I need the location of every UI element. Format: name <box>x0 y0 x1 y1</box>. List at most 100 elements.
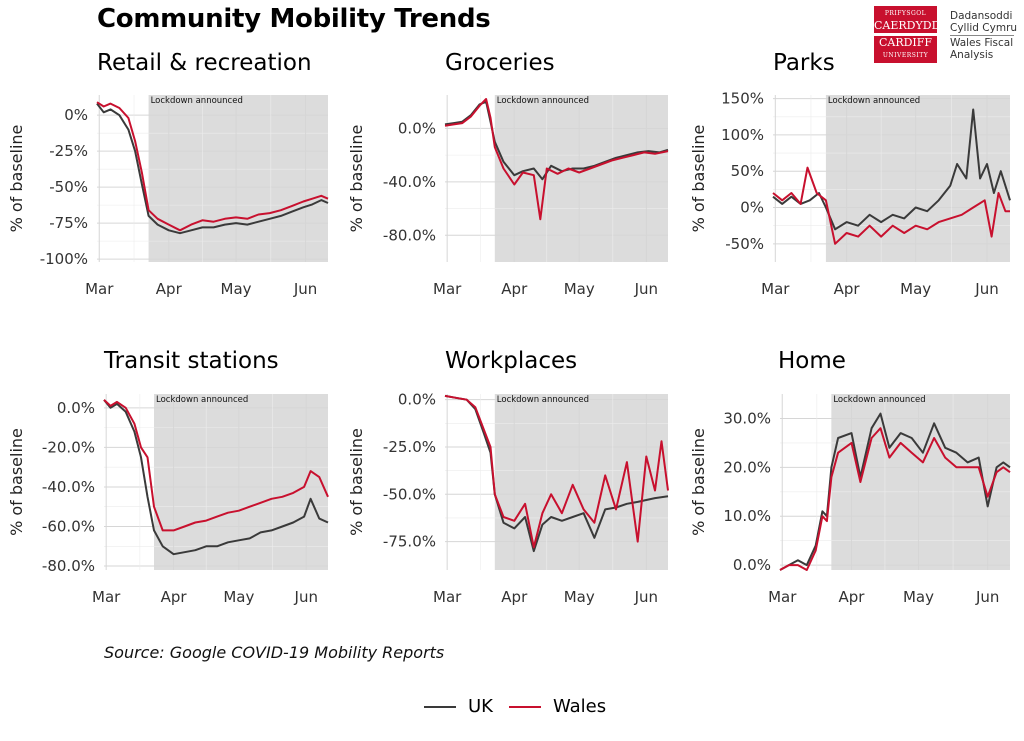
y-tick-label: -50.0% <box>383 485 436 503</box>
x-tick-label: Apr <box>156 280 183 298</box>
panel-title: Parks <box>773 50 835 76</box>
y-tick-label: -50% <box>49 178 88 196</box>
y-tick-label: 50% <box>731 162 764 180</box>
y-tick-label: -80.0% <box>383 226 436 244</box>
logo-wordmark: Dadansoddi Cyllid Cymru Wales Fiscal Ana… <box>950 10 1017 61</box>
lockdown-annotation: Lockdown announced <box>156 395 248 405</box>
lockdown-annotation: Lockdown announced <box>151 96 243 106</box>
y-tick-label: 20.0% <box>723 458 771 476</box>
source-note: Source: Google COVID-19 Mobility Reports <box>104 643 445 662</box>
chart-title: Community Mobility Trends <box>97 4 491 34</box>
x-tick-label: Mar <box>433 588 462 606</box>
y-tick-label: -40.0% <box>383 173 436 191</box>
legend-label: Wales <box>552 696 607 717</box>
y-tick-label: 0.0% <box>398 119 436 137</box>
series-line-wales <box>444 98 669 221</box>
x-tick-label: Jun <box>975 588 999 606</box>
y-tick-label: 150% <box>721 90 764 108</box>
logo-line: Wales Fiscal <box>950 37 1014 49</box>
logo-text-big: CARDIFF <box>878 36 933 49</box>
series-line-wales <box>96 101 329 232</box>
x-tick-label: Apr <box>501 588 528 606</box>
x-tick-label: Jun <box>974 280 998 298</box>
y-tick-label: -40.0% <box>42 478 95 496</box>
legend-label: UK <box>468 696 493 717</box>
y-tick-label: -25% <box>49 142 88 160</box>
logo-text-big: CAERDYDD <box>874 19 941 32</box>
x-tick-label: May <box>564 280 595 298</box>
x-tick-label: Jun <box>634 280 658 298</box>
y-tick-label: 100% <box>721 126 764 144</box>
y-tick-label: -20.0% <box>42 438 95 456</box>
y-tick-label: 0.0% <box>733 556 771 574</box>
legend-item-uk: UK <box>424 696 493 717</box>
y-tick-label: -60.0% <box>42 517 95 535</box>
y-tick-label: 0% <box>64 106 88 124</box>
lockdown-annotation: Lockdown announced <box>497 96 589 106</box>
series-line-wales <box>772 166 1010 245</box>
lockdown-annotation: Lockdown announced <box>497 395 589 405</box>
lockdown-annotation: Lockdown announced <box>833 395 925 405</box>
lockdown-shade <box>494 394 668 570</box>
y-tick-label: -75% <box>49 214 88 232</box>
series-line-wales <box>103 399 329 532</box>
x-tick-label: Jun <box>634 588 658 606</box>
y-tick-label: 30.0% <box>723 409 771 427</box>
y-tick-label: 0% <box>740 199 764 217</box>
y-tick-label: 10.0% <box>723 507 771 525</box>
x-tick-label: Mar <box>92 588 121 606</box>
lockdown-shade <box>825 95 1010 262</box>
x-tick-label: Apr <box>161 588 188 606</box>
x-tick-label: Mar <box>433 280 462 298</box>
x-tick-label: May <box>223 588 254 606</box>
y-axis-label: % of baseline <box>347 125 366 233</box>
y-axis-label: % of baseline <box>7 428 26 536</box>
x-tick-label: Mar <box>768 588 797 606</box>
university-logo: PRIFYSGOL CAERDYDD CARDIFF UNIVERSITY Da… <box>874 6 1020 66</box>
x-tick-label: May <box>900 280 931 298</box>
legend-swatch-wales <box>508 705 541 708</box>
lockdown-annotation: Lockdown announced <box>828 96 920 106</box>
x-tick-label: Jun <box>294 588 318 606</box>
panel-title: Groceries <box>445 50 555 76</box>
series-line-wales <box>444 394 669 549</box>
logo-text-small: UNIVERSITY <box>882 52 929 59</box>
legend: UK Wales <box>424 696 622 717</box>
logo-line: Dadansoddi <box>950 10 1013 22</box>
legend-swatch-uk <box>424 705 456 708</box>
y-tick-label: 0.0% <box>57 399 95 417</box>
panel-title: Home <box>778 348 846 374</box>
series-line-uk <box>772 108 1011 231</box>
lockdown-shade <box>154 394 328 570</box>
lockdown-shade <box>494 95 668 262</box>
y-tick-label: -25.0% <box>383 438 436 456</box>
logo-line: Cyllid Cymru <box>950 22 1018 34</box>
x-tick-label: Jun <box>293 280 317 298</box>
legend-item-wales: Wales <box>508 696 607 717</box>
logo-line: Analysis <box>950 49 994 61</box>
series-line-uk <box>444 394 669 553</box>
y-tick-label: -75.0% <box>383 533 436 551</box>
panel-title: Transit stations <box>103 348 279 374</box>
x-tick-label: Apr <box>838 588 865 606</box>
lockdown-shade <box>148 95 328 262</box>
panel-title: Retail & recreation <box>97 50 312 76</box>
x-tick-label: May <box>221 280 252 298</box>
y-tick-label: -80.0% <box>42 557 95 575</box>
y-axis-label: % of baseline <box>689 428 708 536</box>
y-tick-label: -100% <box>40 250 88 268</box>
x-tick-label: Apr <box>501 280 528 298</box>
series-line-uk <box>96 102 329 235</box>
y-axis-label: % of baseline <box>7 125 26 233</box>
logo-box-top: PRIFYSGOL CAERDYDD <box>874 6 941 33</box>
x-tick-label: Apr <box>834 280 861 298</box>
x-tick-label: Mar <box>761 280 790 298</box>
y-tick-label: -50% <box>725 235 764 253</box>
y-tick-label: 0.0% <box>398 391 436 409</box>
y-axis-label: % of baseline <box>347 428 366 536</box>
x-tick-label: May <box>903 588 934 606</box>
series-line-uk <box>103 399 329 556</box>
series-line-wales <box>779 427 1011 571</box>
x-tick-label: Mar <box>85 280 114 298</box>
